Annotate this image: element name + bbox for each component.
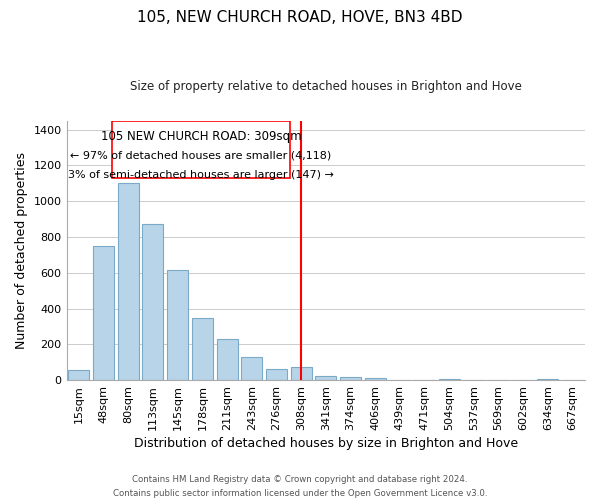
Bar [315,376,336,380]
Bar [340,377,361,380]
Text: Contains HM Land Registry data © Crown copyright and database right 2024.
Contai: Contains HM Land Registry data © Crown c… [113,476,487,498]
Title: Size of property relative to detached houses in Brighton and Hove: Size of property relative to detached ho… [130,80,522,93]
X-axis label: Distribution of detached houses by size in Brighton and Hove: Distribution of detached houses by size … [134,437,518,450]
Bar [365,378,386,380]
Bar [192,318,213,380]
Text: 105, NEW CHURCH ROAD, HOVE, BN3 4BD: 105, NEW CHURCH ROAD, HOVE, BN3 4BD [137,10,463,25]
Bar [290,367,311,380]
Bar [112,122,290,178]
Bar [142,224,163,380]
Bar [167,270,188,380]
Bar [68,370,89,380]
Text: ← 97% of detached houses are smaller (4,118): ← 97% of detached houses are smaller (4,… [70,150,332,160]
Text: 105 NEW CHURCH ROAD: 309sqm: 105 NEW CHURCH ROAD: 309sqm [101,130,301,143]
Bar [217,339,238,380]
Text: 3% of semi-detached houses are larger (147) →: 3% of semi-detached houses are larger (1… [68,170,334,180]
Bar [241,357,262,380]
Bar [118,183,139,380]
Bar [93,246,114,380]
Y-axis label: Number of detached properties: Number of detached properties [15,152,28,349]
Bar [266,368,287,380]
